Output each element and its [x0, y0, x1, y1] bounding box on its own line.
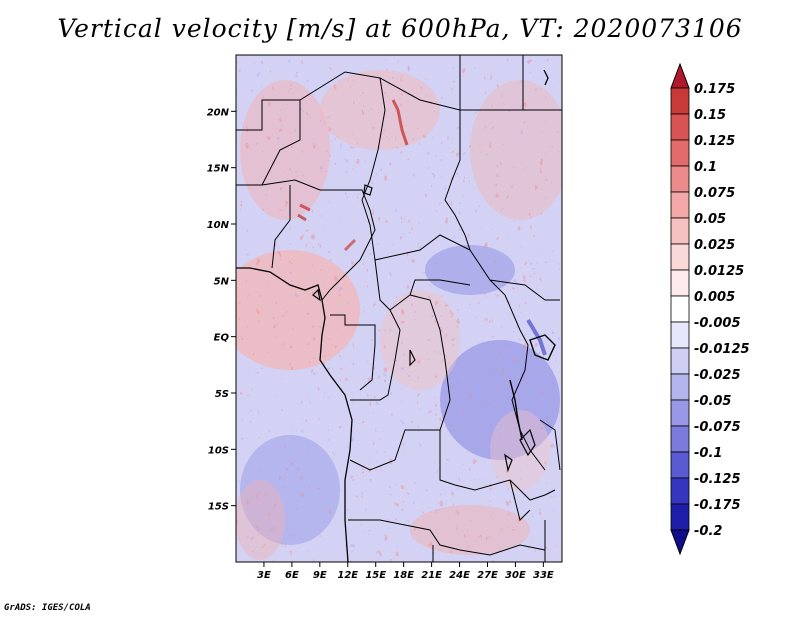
lat-tick-label: 5N [214, 276, 230, 287]
colorbar: 0.175 0.15 0.125 0.1 0.075 0.05 0.025 0.0125 0.0… [670, 62, 750, 556]
lat-tick-label: 20N [207, 107, 230, 118]
lat-tick-label: 10S [208, 445, 229, 456]
colorbar-label: 0.175 [694, 82, 735, 97]
colorbar-bottom-arrow [670, 529, 690, 556]
lon-tick-label: 6E [285, 570, 299, 581]
lat-tick-label: 10N [207, 220, 230, 231]
lon-tick-label: 27E [477, 570, 498, 581]
colorbar-label: 0.1 [694, 160, 717, 175]
longitude-ticks: 3E 6E 9E 12E 15E 18E 21E 24E 27E 30E 33E [257, 562, 554, 581]
chart-title: Vertical velocity [m/s] at 600hPa, VT: 2… [57, 14, 743, 43]
lon-tick-label: 21E [421, 570, 442, 581]
colorbar-swatch [670, 347, 690, 375]
colorbar-label: 0.05 [694, 212, 726, 227]
colorbar-swatch [670, 139, 690, 167]
colorbar-swatch [670, 217, 690, 245]
colorbar-label: -0.075 [694, 420, 741, 435]
colorbar-swatch [670, 321, 690, 349]
colorbar-label: -0.1 [694, 446, 722, 461]
colorbar-label: 0.075 [694, 186, 735, 201]
colorbar-swatch [670, 191, 690, 219]
lon-tick-label: 30E [505, 570, 526, 581]
colorbar-label: 0.15 [694, 108, 726, 123]
lon-tick-label: 24E [449, 570, 470, 581]
plot-frame [235, 54, 563, 563]
colorbar-swatch [670, 425, 690, 453]
lon-tick-label: 12E [337, 570, 358, 581]
colorbar-label: 0.125 [694, 134, 735, 149]
colorbar-swatch [670, 399, 690, 427]
colorbar-label: -0.005 [694, 316, 741, 331]
lon-tick-label: 18E [393, 570, 414, 581]
colorbar-label: 0.005 [694, 290, 735, 305]
lat-tick-label: 15S [208, 502, 229, 513]
colorbar-swatch [670, 503, 690, 531]
colorbar-swatch [670, 87, 690, 115]
grads-credit: GrADS: IGES/COLA [4, 603, 91, 613]
latitude-ticks: 20N 15N 10N 5N EQ 5S 10S 15S [207, 107, 236, 513]
lon-tick-label: 9E [313, 570, 327, 581]
lat-tick-label: EQ [214, 333, 230, 344]
colorbar-label: -0.125 [694, 472, 741, 487]
colorbar-label: -0.175 [694, 498, 741, 513]
colorbar-label: -0.025 [694, 368, 741, 383]
colorbar-label: 0.0125 [694, 264, 744, 279]
colorbar-label: -0.05 [694, 394, 731, 409]
colorbar-swatch [670, 113, 690, 141]
colorbar-swatch [670, 373, 690, 401]
lat-tick-label: 15N [207, 164, 230, 175]
colorbar-label: -0.2 [694, 524, 722, 539]
lon-tick-label: 3E [257, 570, 271, 581]
colorbar-swatch [670, 269, 690, 297]
lat-tick-label: 5S [215, 389, 229, 400]
colorbar-label: 0.025 [694, 238, 735, 253]
velocity-field [236, 55, 562, 562]
lon-tick-label: 15E [365, 570, 386, 581]
colorbar-swatch [670, 243, 690, 271]
colorbar-swatch [670, 165, 690, 193]
colorbar-swatch [670, 295, 690, 323]
colorbar-swatch [670, 477, 690, 505]
country-borders [236, 55, 562, 562]
colorbar-label: -0.0125 [694, 342, 750, 357]
lon-tick-label: 33E [533, 570, 554, 581]
colorbar-swatch [670, 451, 690, 479]
colorbar-top-arrow [670, 62, 690, 89]
